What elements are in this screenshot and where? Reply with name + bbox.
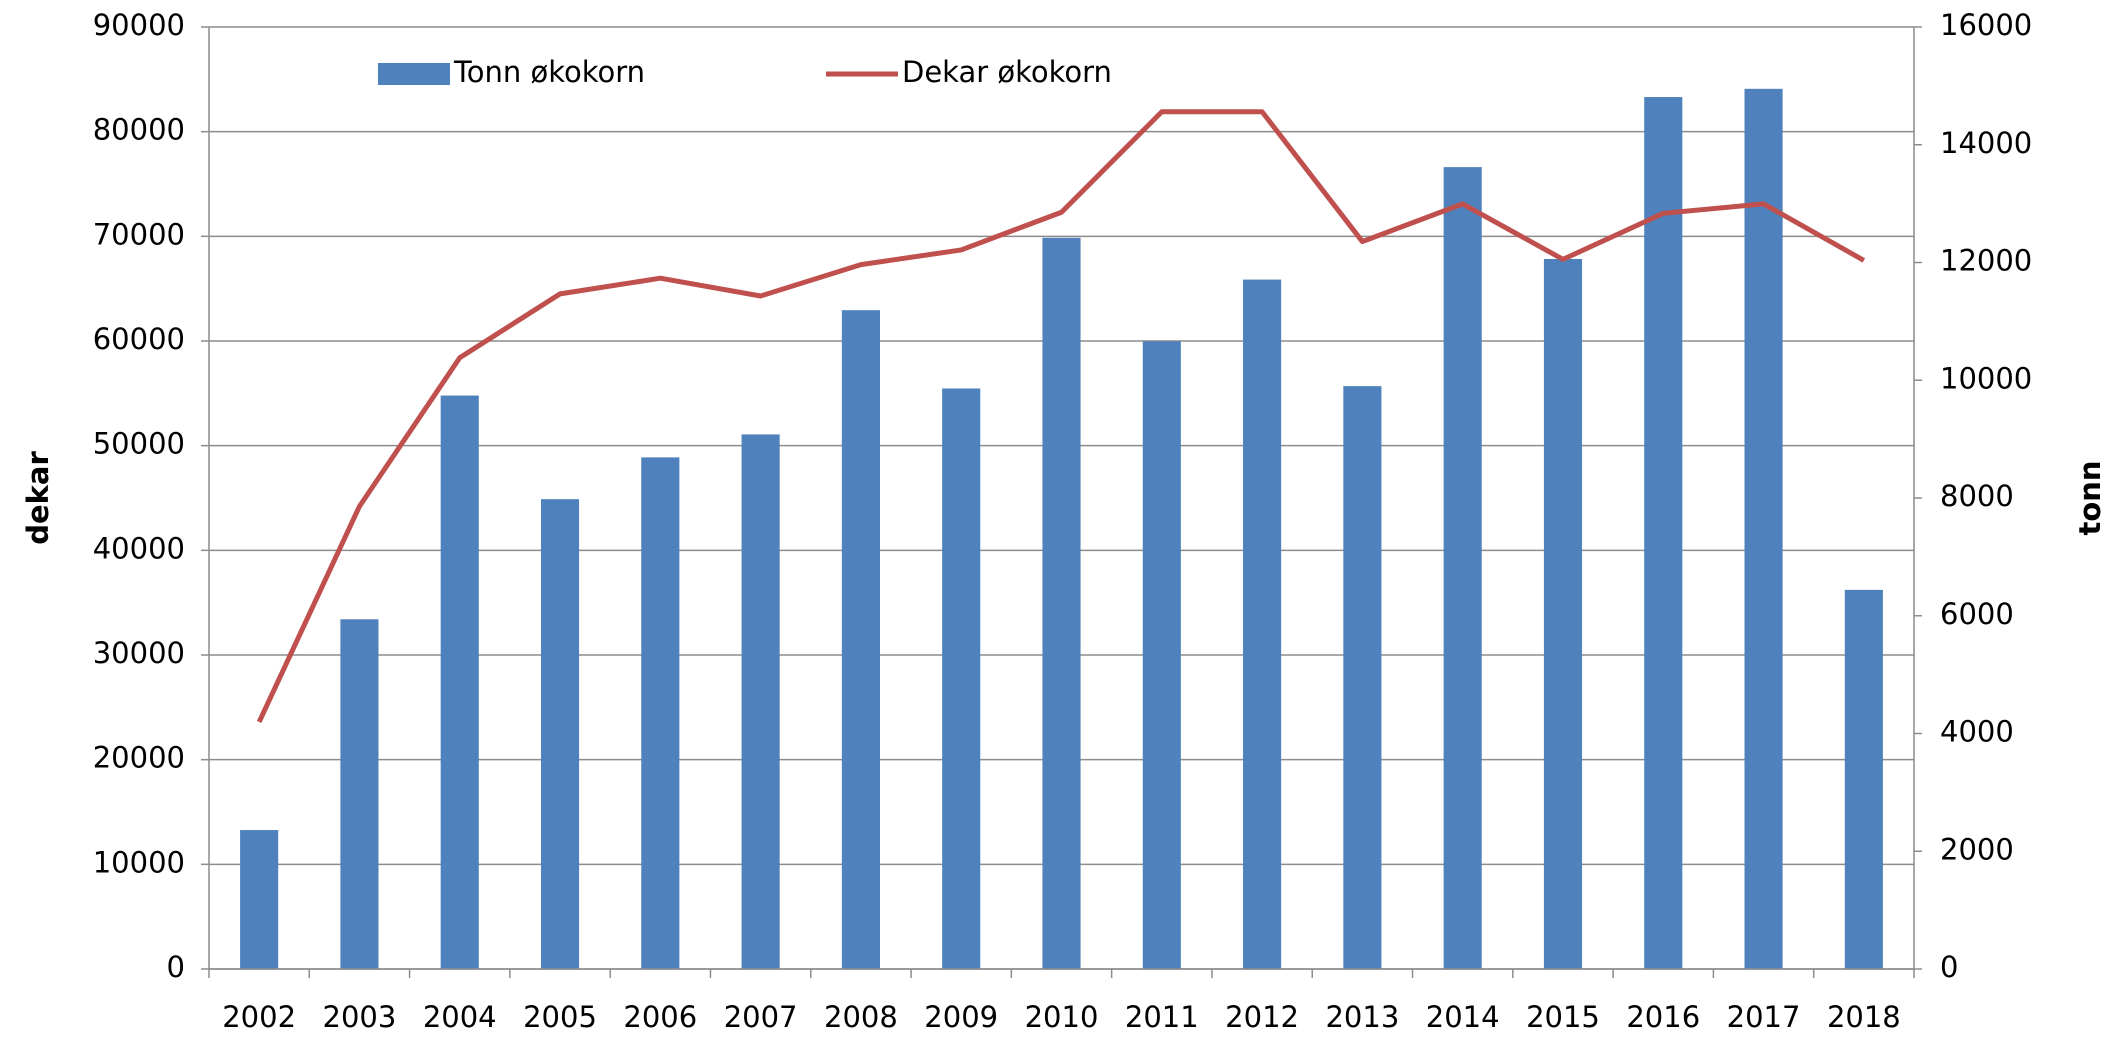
x-tick-label: 2015 bbox=[1526, 1000, 1600, 1034]
y2-tick-label: 16000 bbox=[1940, 8, 2032, 42]
x-tick-label: 2008 bbox=[824, 1000, 898, 1034]
bar bbox=[841, 310, 880, 970]
y-tick-label: 40000 bbox=[93, 531, 185, 565]
y-tick-label: 80000 bbox=[93, 113, 185, 147]
y-axis-label: dekar bbox=[21, 451, 55, 545]
bar bbox=[1142, 341, 1181, 970]
bar bbox=[1844, 589, 1883, 969]
bar bbox=[1343, 386, 1382, 969]
x-tick-label: 2010 bbox=[1025, 1000, 1099, 1034]
bar bbox=[942, 388, 981, 969]
x-tick-label: 2018 bbox=[1827, 1000, 1901, 1034]
legend-label: Dekar økokorn bbox=[902, 55, 1112, 89]
x-tick-label: 2006 bbox=[623, 1000, 697, 1034]
y2-tick-label: 10000 bbox=[1940, 361, 2032, 395]
bar bbox=[1443, 167, 1482, 969]
y-tick-label: 70000 bbox=[93, 217, 185, 251]
y-tick-label: 0 bbox=[167, 950, 185, 984]
y-tick-label: 50000 bbox=[93, 427, 185, 461]
y-tick-label: 90000 bbox=[93, 8, 185, 42]
y-tick-label: 20000 bbox=[93, 741, 185, 775]
x-tick-label: 2012 bbox=[1225, 1000, 1299, 1034]
bar bbox=[1243, 279, 1282, 970]
x-tick-label: 2016 bbox=[1626, 1000, 1700, 1034]
x-tick-label: 2004 bbox=[423, 1000, 497, 1034]
bar bbox=[240, 830, 279, 969]
x-tick-label: 2003 bbox=[323, 1000, 397, 1034]
bar bbox=[440, 395, 479, 969]
y2-tick-label: 12000 bbox=[1940, 244, 2032, 278]
y2-tick-label: 14000 bbox=[1940, 126, 2032, 160]
bar bbox=[1644, 97, 1683, 969]
bar bbox=[1543, 258, 1583, 969]
legend-swatch bbox=[378, 63, 450, 85]
x-tick-label: 2009 bbox=[924, 1000, 998, 1034]
y2-axis-label: tonn bbox=[2073, 460, 2107, 535]
x-tick-label: 2011 bbox=[1125, 1000, 1199, 1034]
y2-tick-label: 8000 bbox=[1940, 479, 2014, 513]
y-tick-label: 30000 bbox=[93, 636, 185, 670]
y2-tick-label: 4000 bbox=[1940, 715, 2014, 749]
bar bbox=[741, 434, 780, 969]
x-tick-label: 2013 bbox=[1325, 1000, 1399, 1034]
bar bbox=[1744, 88, 1783, 970]
bar bbox=[641, 457, 680, 969]
y-tick-label: 10000 bbox=[93, 845, 185, 879]
x-tick-label: 2007 bbox=[724, 1000, 798, 1034]
y2-tick-label: 6000 bbox=[1940, 597, 2014, 631]
x-tick-label: 2005 bbox=[523, 1000, 597, 1034]
x-tick-label: 2017 bbox=[1727, 1000, 1801, 1034]
legend-label: Tonn økokorn bbox=[453, 55, 645, 89]
line bbox=[256, 109, 1866, 724]
bar bbox=[1042, 237, 1081, 969]
bar bbox=[340, 619, 379, 969]
bar bbox=[540, 499, 580, 969]
y2-tick-label: 2000 bbox=[1940, 832, 2014, 866]
x-tick-label: 2002 bbox=[222, 1000, 296, 1034]
y2-tick-label: 0 bbox=[1940, 950, 1958, 984]
x-tick-label: 2014 bbox=[1426, 1000, 1500, 1034]
y-tick-label: 60000 bbox=[93, 322, 185, 356]
